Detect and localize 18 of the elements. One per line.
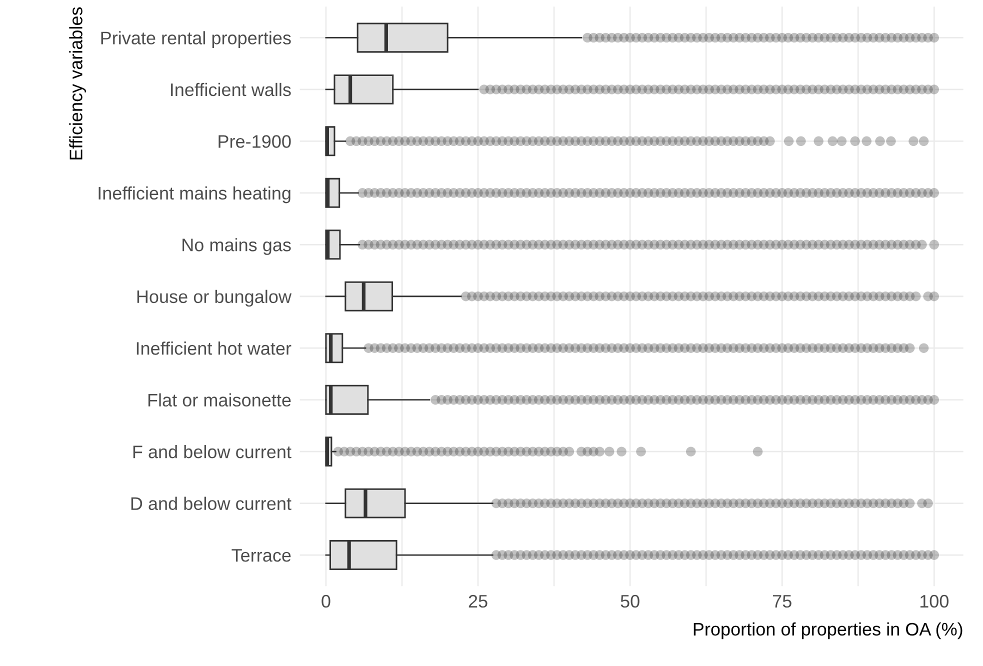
y-tick-label: Pre-1900 [218, 135, 291, 148]
y-tick-label: F and below current [133, 445, 292, 458]
x-tick-label: 0 [322, 594, 330, 608]
y-tick-label: Inefficient hot water [136, 342, 292, 355]
x-tick-label: 50 [620, 594, 640, 608]
y-tick-label: Terrace [232, 549, 291, 562]
y-tick-label: Flat or maisonette [148, 393, 291, 407]
x-tick-label: 25 [468, 594, 488, 608]
x-axis-title: Proportion of properties in OA (%) [694, 622, 962, 640]
x-tick-label: 75 [772, 595, 792, 608]
y-tick-label: Private rental properties [101, 31, 291, 48]
x-tick-label: 100 [920, 594, 949, 608]
y-tick-label: House or bungalow [137, 290, 292, 307]
y-tick-label: Inefficient mains heating [98, 186, 290, 204]
y-tick-label: Inefficient walls [171, 82, 291, 96]
y-tick-label: D and below current [131, 496, 292, 510]
y-tick-label: No mains gas [182, 238, 291, 255]
y-axis-title: Efficiency variables [69, 7, 86, 160]
